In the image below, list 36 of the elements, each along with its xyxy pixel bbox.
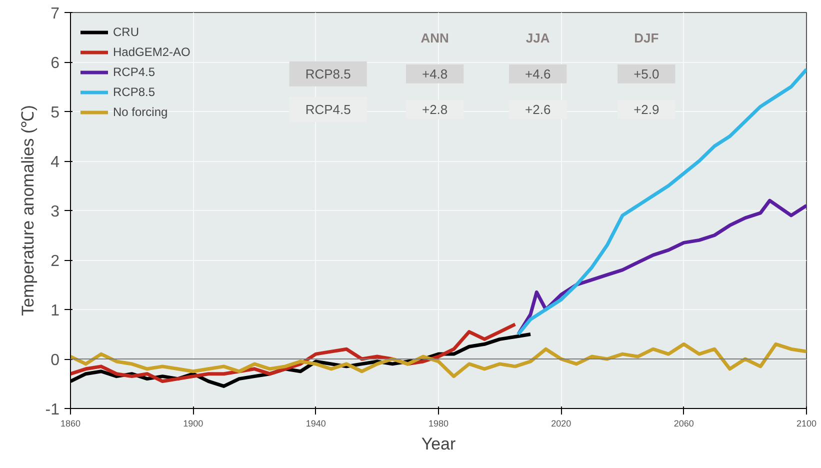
y-tick-label: 5 (50, 104, 60, 122)
x-tick-label: 2060 (674, 418, 694, 428)
annotation: +2.6 (525, 102, 551, 118)
annotation: +4.6 (525, 66, 551, 82)
annotation: +2.8 (422, 102, 448, 118)
x-tick-label: 2020 (551, 418, 572, 428)
y-tick-label: 1 (50, 302, 60, 320)
legend-label: HadGEM2-AO (113, 45, 190, 59)
x-tick-label: 1860 (60, 418, 81, 428)
annotation: +4.8 (422, 66, 448, 82)
y-tick-label: 4 (50, 154, 60, 171)
legend-label: RCP8.5 (113, 85, 156, 99)
y-tick-label: 6 (50, 55, 60, 72)
y-tick-label: 7 (50, 6, 60, 22)
annotation: JJA (526, 30, 550, 46)
annotation: RCP8.5 (305, 66, 351, 82)
annotation: RCP4.5 (305, 102, 351, 118)
y-tick-label: 0 (50, 352, 60, 369)
annotation: ANN (420, 30, 449, 46)
annotation: DJF (634, 30, 659, 46)
x-tick-label: 2100 (796, 418, 817, 428)
legend-label: CRU (113, 25, 139, 39)
line-series (516, 68, 806, 336)
x-tick-label: 1940 (306, 418, 326, 428)
x-axis-title: Year (421, 434, 456, 454)
x-tick-label: 1900 (183, 418, 204, 428)
y-tick-label: 3 (50, 204, 60, 220)
x-tick-label: 1980 (428, 418, 449, 428)
y-tick-label: 2 (50, 253, 60, 270)
annotation: +5.0 (634, 66, 660, 82)
y-axis-title: Temperature anomalies (℃) (18, 105, 38, 316)
annotation: +2.9 (634, 102, 660, 118)
legend-label: No forcing (113, 105, 168, 119)
y-tick-label: -1 (45, 402, 60, 418)
line-series (70, 342, 806, 378)
legend-label: RCP4.5 (113, 65, 156, 79)
